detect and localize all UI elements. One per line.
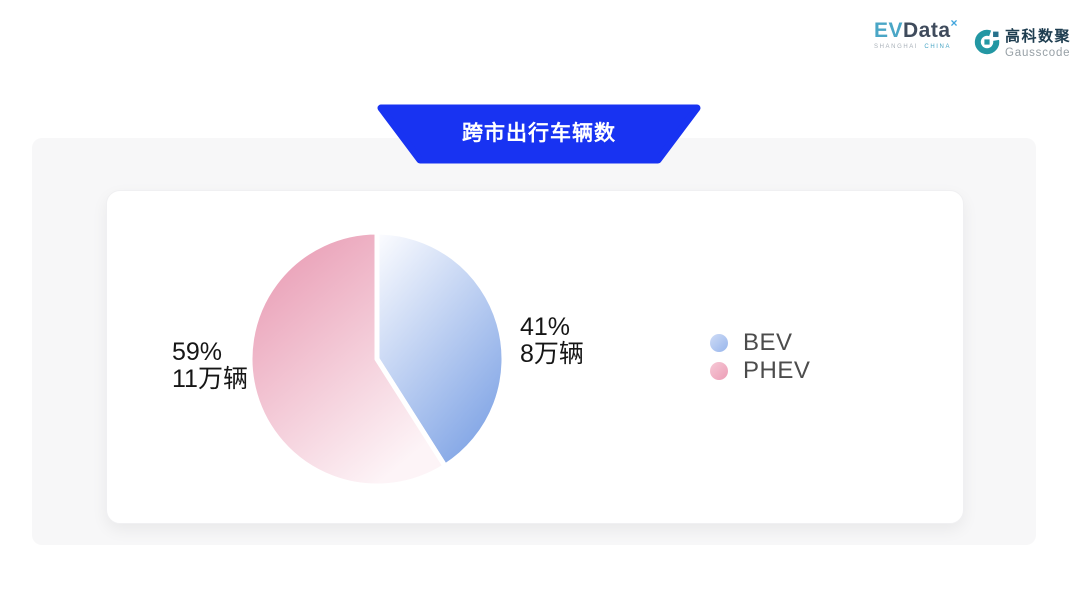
phev-marker-icon: [710, 362, 728, 380]
evdata-wordmark: EVData×: [874, 17, 958, 42]
phev-value-text: 11万辆: [172, 365, 248, 393]
evdata-ev-text: EV: [874, 19, 904, 42]
evdata-subtitle-shanghai: SHANGHAI: [874, 44, 919, 50]
legend-item-bev[interactable]: BEV: [710, 329, 810, 357]
bev-slice-label: 41% 8万辆: [520, 314, 584, 368]
banner-title: 跨市出行车辆数: [462, 122, 616, 145]
evdata-x-icon: ×: [950, 16, 959, 30]
bev-value-text: 8万辆: [520, 340, 584, 368]
pie-chart[interactable]: [243, 225, 511, 493]
legend-item-phev[interactable]: PHEV: [710, 357, 810, 385]
legend-label-bev: BEV: [743, 329, 793, 356]
gausscode-cn-text: 高科数聚: [1005, 28, 1072, 45]
gausscode-text: 高科数聚 Gausscode: [1005, 25, 1071, 59]
section-banner: 跨市出行车辆数: [374, 104, 704, 164]
chart-legend: BEV PHEV: [710, 329, 810, 385]
phev-slice-label: 59% 11万辆: [172, 339, 248, 393]
gausscode-logo: 高科数聚 Gausscode: [974, 25, 1071, 59]
pie-slice-phev[interactable]: [247, 229, 448, 489]
evdata-logo: EVData× SHANGHAI CHINA: [874, 17, 958, 50]
bev-percent-text: 41%: [520, 313, 571, 341]
evdata-subtitle: SHANGHAI CHINA: [874, 44, 958, 50]
bev-marker-icon: [710, 334, 728, 352]
evdata-data-text: Data: [903, 19, 951, 42]
phev-percent-text: 59%: [172, 338, 223, 366]
banner-shape: [377, 104, 701, 164]
evdata-subtitle-china: CHINA: [924, 44, 952, 50]
gausscode-mark-icon: [974, 29, 1000, 55]
gausscode-en-text: Gausscode: [1005, 47, 1071, 59]
legend-label-phev: PHEV: [743, 357, 811, 384]
